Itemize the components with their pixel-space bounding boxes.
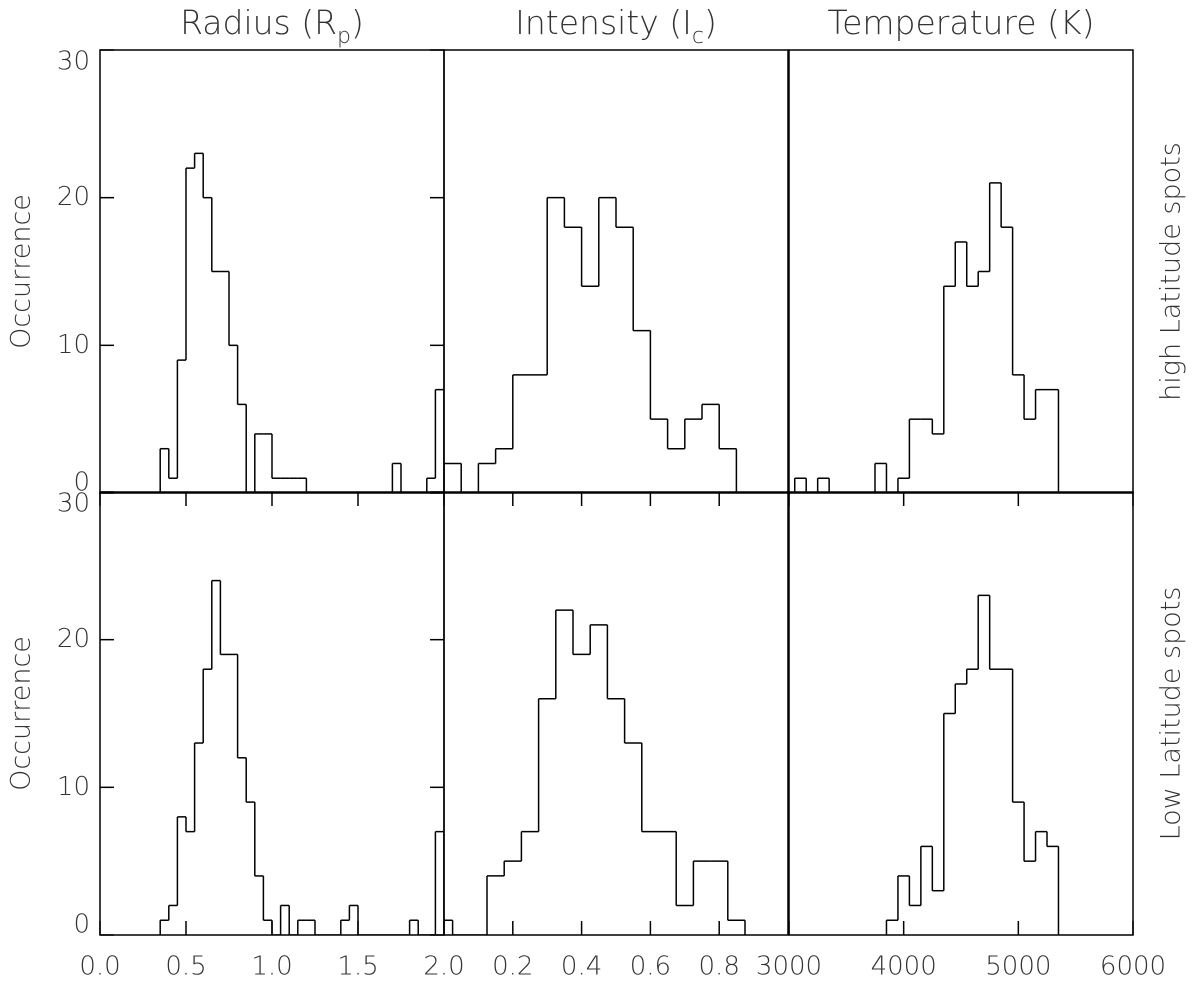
- panel-frame: [788, 491, 1134, 936]
- panel-frame: [443, 49, 789, 494]
- column-title: Radius (Rp): [180, 3, 364, 49]
- title-main: Intensity (I: [515, 3, 692, 42]
- x-tick-label: 6000: [1100, 952, 1166, 982]
- panel-frame: [99, 491, 445, 936]
- histogram: [793, 182, 1060, 493]
- title-sub: p: [337, 24, 351, 49]
- x-tick-label: 5000: [985, 952, 1051, 982]
- title-end: ): [704, 3, 717, 42]
- x-tick-label: 0.0: [79, 952, 120, 982]
- x-tick-label: 1.5: [337, 952, 378, 982]
- panel-frame: [443, 491, 789, 936]
- x-tick-label: 0.2: [492, 952, 533, 982]
- y-tick-label: 30: [57, 489, 90, 519]
- histogram: [444, 609, 746, 935]
- y-tick-label: 0: [73, 910, 90, 940]
- x-tick-label: 0.6: [630, 952, 671, 982]
- x-tick-label: 3000: [756, 952, 822, 982]
- x-tick-label: 0.4: [561, 952, 602, 982]
- column-title: Intensity (Ic): [515, 3, 717, 49]
- title-end: ): [351, 3, 364, 42]
- histogram: [159, 152, 444, 493]
- x-tick-label: 4000: [871, 952, 937, 982]
- y-tick-label: 10: [57, 772, 90, 802]
- row-label: Low Latitude spots: [1156, 587, 1187, 841]
- x-tick-label: 0.5: [165, 952, 206, 982]
- x-tick-label: 2.0: [423, 952, 464, 982]
- title-main: Temperature (K): [828, 3, 1095, 42]
- y-tick-label: 20: [57, 624, 90, 654]
- panel-frame: [99, 49, 445, 494]
- column-title: Temperature (K): [828, 3, 1095, 42]
- title-sub: c: [692, 24, 704, 49]
- y-tick-label: 20: [57, 182, 90, 212]
- y-tick-label: 0: [73, 468, 90, 498]
- panel-frame: [788, 49, 1134, 494]
- y-tick-label: 10: [57, 330, 90, 360]
- y-axis-label: Occurrence: [6, 636, 37, 791]
- y-tick-label: 30: [57, 47, 90, 77]
- title-main: Radius (R: [180, 3, 337, 42]
- y-axis-label: Occurrence: [6, 194, 37, 349]
- x-tick-label: 0.8: [699, 952, 740, 982]
- histogram: [885, 594, 1060, 935]
- histogram: [444, 196, 738, 493]
- x-tick-label: 1.0: [251, 952, 292, 982]
- row-label: high Latitude spots: [1156, 142, 1187, 401]
- histogram: [159, 579, 444, 935]
